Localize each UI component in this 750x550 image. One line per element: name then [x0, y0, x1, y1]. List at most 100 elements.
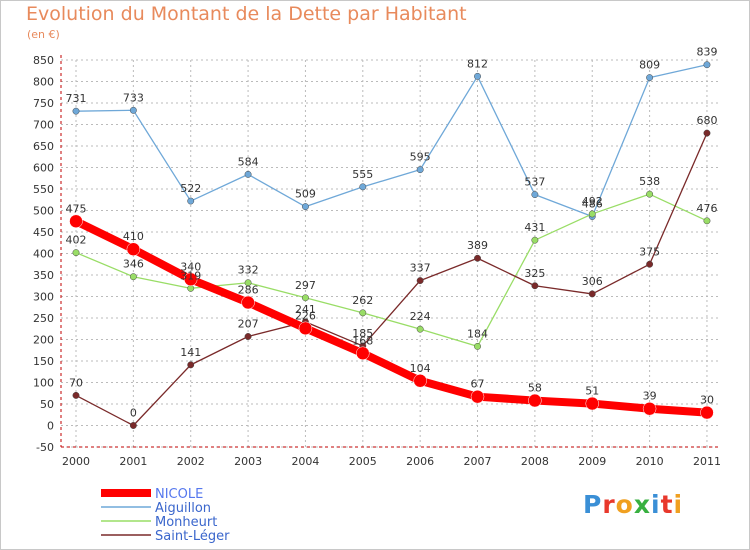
- data-label-saint-l-ger: 141: [180, 346, 201, 359]
- data-label-aiguillon: 595: [410, 151, 431, 164]
- data-label-saint-l-ger: 375: [639, 245, 660, 258]
- data-point-aiguillon: [244, 170, 252, 178]
- data-label-saint-l-ger: 306: [582, 275, 603, 288]
- data-label-monheurt: 431: [524, 221, 545, 234]
- y-tick-label: 100: [33, 377, 54, 390]
- x-tick-label: 2006: [406, 455, 434, 468]
- data-point-monheurt: [301, 294, 309, 302]
- data-label-saint-l-ger: 0: [130, 407, 137, 420]
- data-label-aiguillon: 509: [295, 188, 316, 201]
- proxiti-logo: Proxiti: [583, 490, 683, 519]
- data-label-aiguillon: 733: [123, 91, 144, 104]
- data-labels: 475 410 340 286 226 168 104 67 58 51 39 30 731 733 522…: [66, 46, 718, 420]
- y-tick-label: -50: [36, 441, 54, 454]
- logo-letter: r: [602, 490, 616, 519]
- x-tick-label: 2005: [349, 455, 377, 468]
- series-line-nicole: [72, 217, 711, 417]
- data-point-saint-l-ger: [244, 333, 252, 340]
- data-point-saint-l-ger: [646, 260, 654, 268]
- data-label-saint-l-ger: 70: [69, 376, 83, 389]
- data-label-saint-l-ger: 389: [467, 239, 488, 252]
- data-point-nicole: [470, 389, 485, 404]
- data-label-saint-l-ger: 325: [524, 267, 545, 280]
- data-point-aiguillon: [531, 191, 539, 199]
- logo-letter: i: [673, 490, 684, 519]
- data-label-nicole: 104: [410, 362, 431, 375]
- y-tick-label: 200: [33, 334, 54, 347]
- y-tick-label: 800: [33, 76, 54, 89]
- data-label-aiguillon: 486: [582, 198, 603, 211]
- y-tick-label: 350: [33, 269, 54, 282]
- unit-label: (en €): [27, 28, 60, 41]
- legend-label: Saint-Léger: [155, 529, 230, 544]
- data-point-saint-l-ger: [129, 422, 137, 429]
- data-point-aiguillon: [301, 203, 309, 211]
- data-point-nicole: [413, 374, 427, 388]
- data-point-monheurt: [359, 309, 367, 317]
- y-tick-label: 150: [33, 355, 54, 368]
- y-tick-label: 300: [33, 291, 54, 304]
- data-label-nicole: 410: [123, 230, 144, 243]
- data-point-aiguillon: [646, 74, 654, 82]
- y-tick-label: 550: [33, 183, 54, 196]
- data-point-monheurt: [531, 236, 539, 244]
- data-label-saint-l-ger: 207: [238, 317, 259, 330]
- data-point-aiguillon: [129, 106, 137, 114]
- x-tick-label: 2001: [119, 455, 147, 468]
- data-point-aiguillon: [474, 72, 481, 80]
- x-tick-label: 2004: [291, 455, 319, 468]
- logo-letter: x: [633, 490, 651, 519]
- data-label-nicole: 30: [700, 394, 714, 407]
- data-point-saint-l-ger: [474, 254, 481, 262]
- data-label-monheurt: 262: [352, 294, 373, 307]
- data-point-monheurt: [244, 279, 252, 287]
- data-point-nicole: [700, 405, 714, 420]
- series-line-monheurt: [75, 193, 708, 348]
- x-tick-label: 2002: [177, 455, 205, 468]
- data-label-monheurt: 184: [467, 327, 488, 340]
- data-label-monheurt: 319: [180, 269, 201, 282]
- data-label-nicole: 286: [238, 284, 259, 297]
- data-point-monheurt: [646, 190, 654, 198]
- y-tick-label: 0: [47, 420, 54, 433]
- data-point-aiguillon: [187, 197, 195, 205]
- data-point-saint-l-ger: [588, 290, 596, 298]
- data-point-monheurt: [187, 284, 195, 292]
- data-point-nicole: [298, 321, 313, 336]
- data-label-aiguillon: 537: [524, 176, 545, 189]
- data-label-monheurt: 224: [410, 310, 431, 323]
- x-tick-label: 2009: [578, 455, 606, 468]
- grid: [61, 59, 721, 448]
- legend-label: Aiguillon: [155, 501, 211, 516]
- logo-letter: i: [651, 490, 661, 519]
- data-label-nicole: 475: [66, 202, 87, 215]
- chart-title: Evolution du Montant de la Dette par Hab…: [26, 3, 467, 25]
- legend-label: Monheurt: [155, 515, 217, 530]
- logo-letter: t: [660, 490, 674, 519]
- y-tick-label: 600: [33, 162, 54, 175]
- data-point-nicole: [69, 214, 83, 228]
- data-label-saint-l-ger: 241: [295, 303, 316, 316]
- data-label-aiguillon: 584: [238, 155, 259, 168]
- y-tick-label: 850: [33, 54, 54, 67]
- y-tick-label: 250: [33, 312, 54, 325]
- data-label-aiguillon: 812: [467, 57, 488, 70]
- data-label-nicole: 58: [528, 382, 542, 395]
- data-point-aiguillon: [703, 61, 711, 69]
- data-label-monheurt: 346: [123, 258, 144, 271]
- data-point-monheurt: [129, 273, 137, 281]
- data-point-saint-l-ger: [187, 361, 195, 369]
- data-label-monheurt: 476: [696, 202, 717, 215]
- x-tick-label: 2007: [464, 455, 492, 468]
- data-point-nicole: [585, 396, 599, 411]
- y-tick-label: 500: [33, 205, 54, 218]
- logo-letter: P: [583, 490, 603, 519]
- data-label-aiguillon: 731: [66, 92, 87, 105]
- data-label-nicole: 340: [180, 260, 201, 273]
- data-label-aiguillon: 522: [180, 182, 201, 195]
- axes: -500501001502002503003504004505005506006…: [33, 54, 721, 468]
- x-tick-label: 2008: [521, 455, 549, 468]
- data-label-monheurt: 297: [295, 279, 316, 292]
